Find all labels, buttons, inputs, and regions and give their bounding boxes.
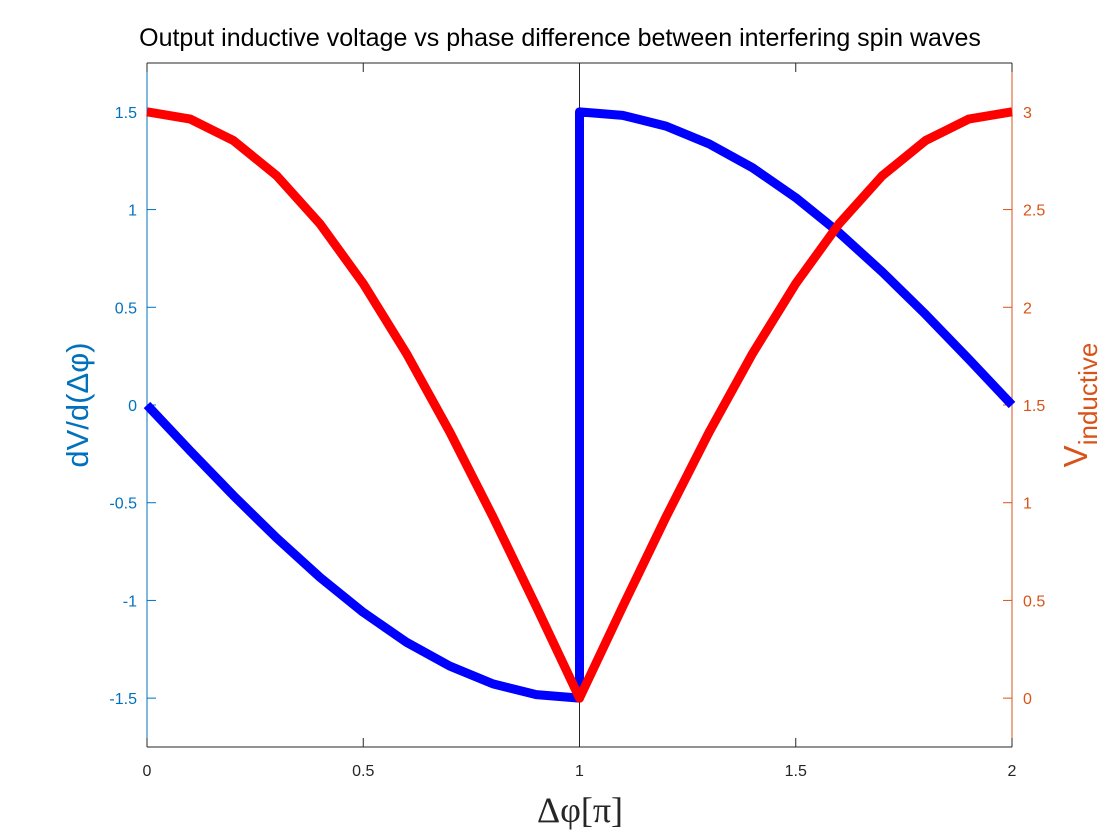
right-y-tick-label: 2.5 (1023, 203, 1045, 220)
right-y-axis-label: Vinductive (1057, 343, 1103, 468)
chart-title: Output inductive voltage vs phase differ… (139, 24, 981, 52)
x-tick-label: 1 (575, 763, 584, 780)
series-v-inductive-line (146, 107, 1013, 703)
axis-labels: dV/d(Δφ) Vinductive Δφ[π] (60, 342, 1103, 830)
x-tick-label: 1.5 (785, 763, 807, 780)
left-y-tick-label: 0 (128, 398, 137, 415)
plot-lines (143, 107, 1016, 703)
right-y-axis-label-main: V (1057, 445, 1094, 467)
left-y-tick-label: 1 (128, 203, 137, 220)
left-y-tick-label: -0.5 (109, 496, 137, 513)
right-y-tick-label: 1 (1023, 496, 1032, 513)
right-y-tick-label: 0.5 (1023, 593, 1045, 610)
x-axis-label: Δφ[π] (537, 790, 623, 830)
right-y-tick-label: 1.5 (1023, 398, 1045, 415)
series-dv-dphi-line (143, 107, 1016, 703)
x-tick-label: 0 (143, 763, 152, 780)
left-y-tick-label: -1.5 (109, 691, 137, 708)
left-y-tick-label: 0.5 (115, 300, 137, 317)
x-tick-label: 0.5 (352, 763, 374, 780)
x-tick-label: 2 (1008, 763, 1017, 780)
right-y-tick-label: 0 (1023, 691, 1032, 708)
right-y-tick-label: 2 (1023, 300, 1032, 317)
right-y-axis-label-subscript: inductive (1073, 343, 1103, 446)
left-y-tick-label: 1.5 (115, 105, 137, 122)
left-y-axis-label: dV/d(Δφ) (60, 342, 95, 467)
right-y-tick-label: 3 (1023, 105, 1032, 122)
left-y-tick-label: -1 (123, 593, 137, 610)
